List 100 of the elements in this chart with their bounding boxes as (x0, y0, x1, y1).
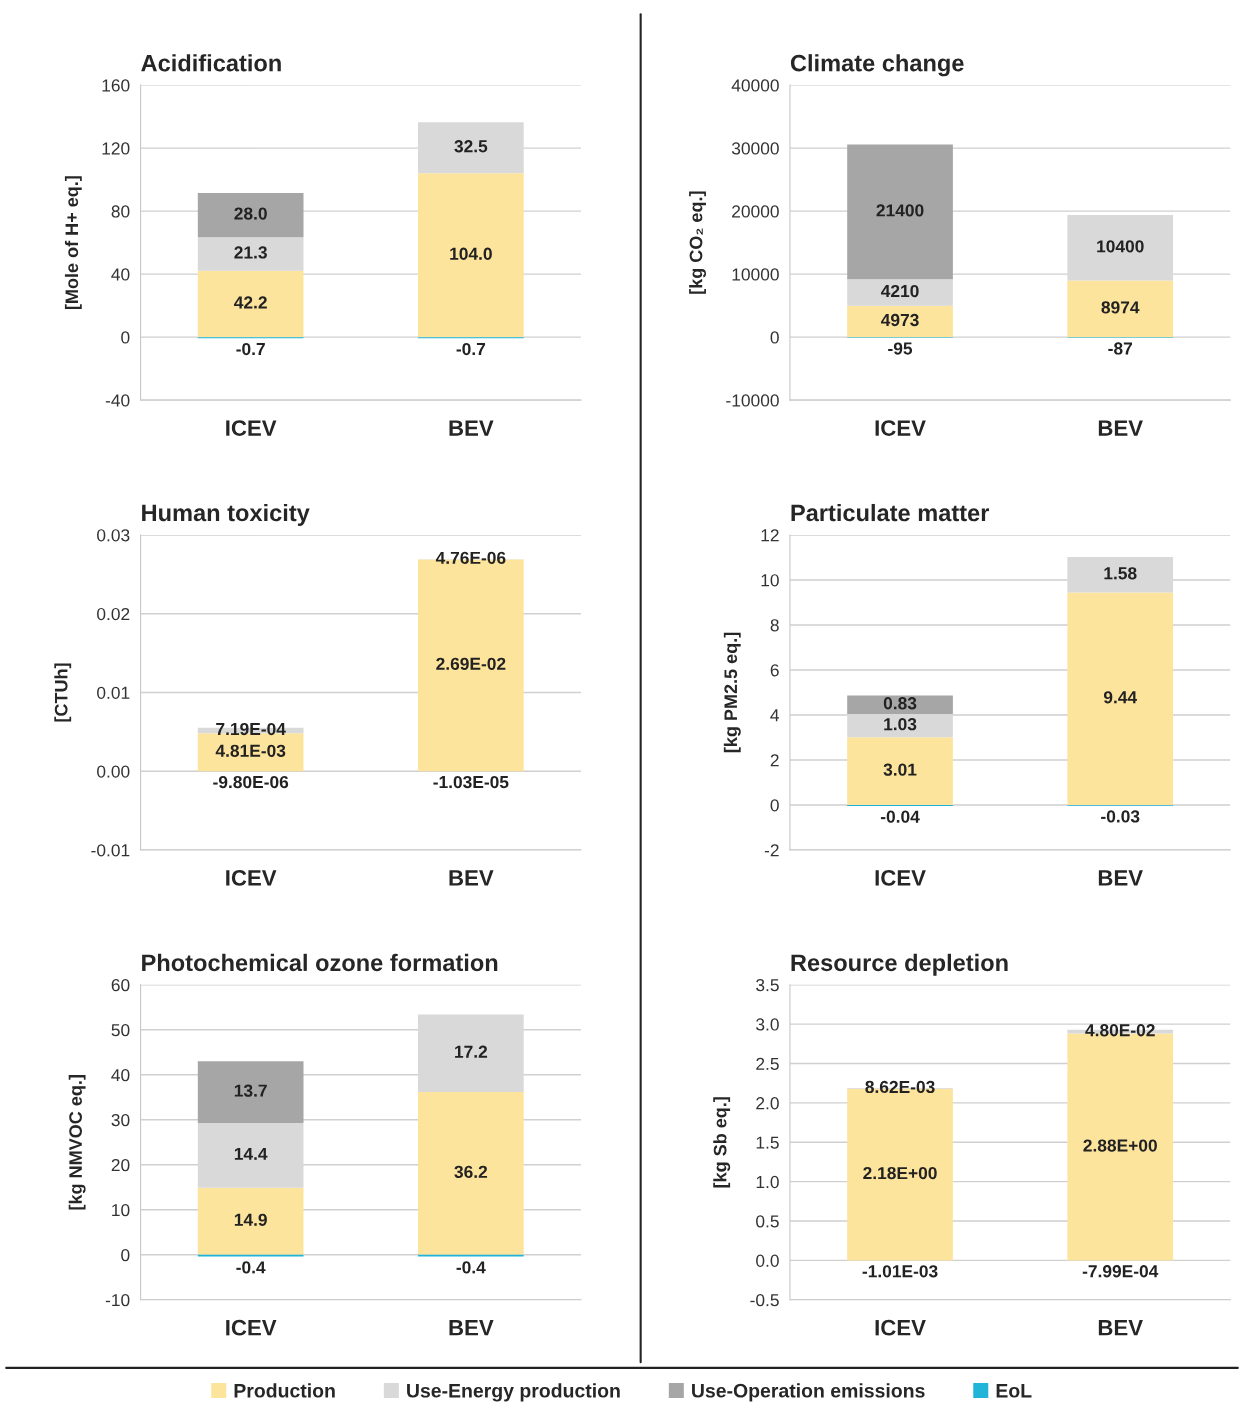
data-label: 14.9 (234, 1213, 267, 1226)
data-label: 21.3 (234, 246, 267, 259)
data-label: 7.19E-04 (216, 722, 286, 736)
y-tick-label: 2 (770, 754, 779, 767)
data-label: -0.7 (456, 342, 486, 356)
data-label: 4.76E-06 (435, 551, 506, 565)
y-tick-label: -0.5 (750, 1293, 779, 1307)
y-tick-label: 1.5 (756, 1136, 779, 1149)
data-label: -0.04 (880, 810, 920, 823)
data-label: -9.80E-06 (213, 775, 289, 789)
data-label: 1.58 (1104, 567, 1137, 580)
chart-title: Acidification (141, 54, 281, 72)
x-tick-label: ICEV (226, 1319, 277, 1336)
chart-title: Climate change (790, 54, 964, 77)
y-tick-label: 3.5 (756, 978, 779, 992)
data-label: 28.0 (234, 207, 267, 220)
y-tick-label: 10000 (732, 268, 779, 281)
data-label: 10400 (1097, 240, 1144, 253)
y-tick-label: 6 (770, 664, 779, 677)
x-tick-label: BEV (1098, 870, 1143, 886)
data-label: 2.69E-02 (436, 657, 506, 670)
bar (847, 305, 953, 338)
y-tick-label: -0.01 (91, 844, 130, 857)
bar (418, 173, 524, 338)
y-tick-label: 0.02 (97, 607, 130, 621)
y-axis-title: [kg PM2.5 eq.] (723, 632, 741, 753)
y-tick-label: -40 (105, 394, 130, 407)
y-tick-label: 40 (111, 268, 130, 281)
x-tick-label: ICEV (226, 870, 277, 886)
data-label: 21400 (876, 204, 924, 217)
data-label: 13.7 (234, 1084, 267, 1097)
y-tick-label: 2.0 (756, 1097, 779, 1110)
y-tick-label: 0 (121, 1248, 130, 1262)
data-label: 4210 (880, 284, 919, 298)
data-label: 9.44 (1103, 691, 1138, 704)
y-tick-label: 60 (111, 978, 130, 992)
data-label: 8.62E-03 (865, 1080, 935, 1094)
legend-label: EoL (996, 1384, 1032, 1398)
bar (847, 737, 953, 805)
y-tick-label: 20000 (732, 205, 779, 218)
chart-title: Particulate matter (791, 503, 990, 522)
data-label: -0.4 (456, 1261, 486, 1274)
legend-label: Production (234, 1383, 335, 1398)
y-tick-label: 0.0 (756, 1254, 779, 1267)
data-label: 4973 (880, 313, 919, 327)
y-axis-title: [kg Sb eq.] (713, 1097, 731, 1188)
y-tick-label: 0.01 (97, 686, 130, 699)
bar (1067, 592, 1174, 805)
y-tick-label: 120 (102, 142, 130, 155)
bar (197, 237, 304, 271)
bar (847, 279, 953, 306)
data-label: -0.4 (236, 1261, 266, 1274)
data-label: 8974 (1101, 301, 1140, 314)
data-label: 4.81E-03 (215, 744, 286, 757)
y-tick-label: 4 (770, 709, 780, 722)
y-tick-label: 10 (112, 1203, 130, 1217)
bar (847, 695, 953, 715)
bar (1067, 280, 1174, 338)
y-tick-label: 40 (111, 1068, 130, 1082)
data-label: -7.99E-04 (1082, 1265, 1159, 1278)
y-tick-label: 1.0 (756, 1175, 779, 1189)
x-tick-label: BEV (449, 1320, 494, 1336)
y-tick-label: 30 (111, 1113, 130, 1127)
data-label: -0.7 (236, 342, 265, 356)
y-tick-label: 0.03 (97, 529, 130, 542)
x-tick-label: ICEV (875, 870, 926, 886)
y-tick-label: 0 (770, 331, 779, 344)
y-tick-label: 0.00 (97, 765, 130, 778)
y-tick-label: -10 (105, 1293, 130, 1307)
y-tick-label: 3.0 (756, 1018, 779, 1031)
data-label: -87 (1108, 342, 1133, 355)
data-label: -1.03E-05 (433, 775, 509, 789)
y-tick-label: 30000 (731, 142, 779, 155)
data-label: 36.2 (454, 1165, 488, 1179)
data-label: 2.18E+00 (863, 1166, 937, 1180)
data-label: 3.01 (883, 763, 917, 776)
data-label: 1.03 (884, 718, 917, 731)
y-axis-title: [CTUh] (54, 663, 72, 722)
y-tick-label: 160 (102, 79, 130, 92)
y-tick-label: 40000 (731, 79, 779, 92)
y-tick-label: 8 (770, 619, 779, 632)
data-label: 17.2 (455, 1045, 488, 1058)
data-label: -1.01E-03 (862, 1265, 938, 1278)
bar (197, 1187, 304, 1255)
data-label: 2.88E+00 (1083, 1139, 1157, 1152)
x-tick-label: BEV (1098, 420, 1143, 436)
x-tick-label: BEV (1098, 1320, 1143, 1336)
data-label: -0.03 (1101, 810, 1140, 823)
y-tick-label: 50 (111, 1023, 130, 1037)
y-tick-label: 20 (111, 1158, 130, 1172)
y-tick-label: 0 (121, 331, 130, 344)
y-tick-label: 10 (761, 574, 779, 587)
y-tick-label: 0.5 (756, 1215, 779, 1228)
y-tick-label: 12 (761, 529, 779, 542)
data-label: 0.83 (883, 697, 917, 710)
bar (197, 1061, 304, 1123)
bar (197, 193, 304, 238)
y-tick-label: 2.5 (756, 1057, 779, 1070)
data-label: -95 (888, 342, 913, 355)
x-tick-label: BEV (449, 870, 494, 886)
